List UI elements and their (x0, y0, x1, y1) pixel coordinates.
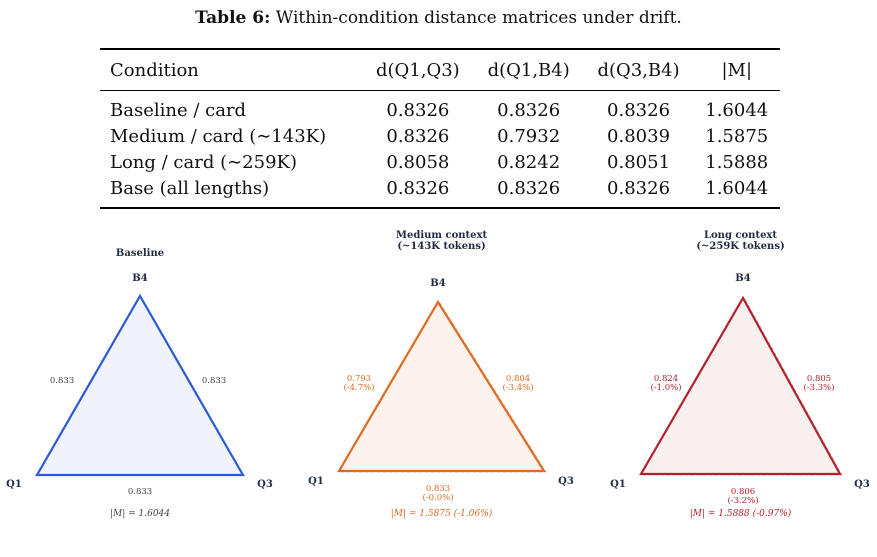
table-cell: 0.8326 (497, 99, 561, 121)
edge-label-q3-b4-line: 0.804 (506, 374, 530, 384)
edge-label-q1-q3-line: (-0.0%) (422, 492, 453, 503)
vertex-label-q3: Q3 (257, 479, 273, 490)
panel-title-line: Baseline (116, 248, 164, 259)
vertex-label-q3-line: Q3 (257, 479, 273, 490)
vertex-label-q1-line: Q1 (308, 476, 324, 487)
vertex-label-q1: Q1 (610, 479, 626, 490)
panel-title-line: (~143K tokens) (397, 241, 485, 252)
vertex-label-b4-line: B4 (735, 273, 750, 284)
vertex-label-q1-line: Q1 (610, 479, 626, 490)
edge-label-q1-b4-line: 0.833 (50, 376, 74, 386)
edge-label-q1-b4-line: (-4.7%) (343, 382, 374, 393)
edge-label-q1-q3-line: (-3.2%) (727, 495, 758, 506)
triangle-panel-1 (337, 299, 547, 473)
edge-label-q3-b4-line: 0.833 (202, 376, 226, 386)
edge-label-q3-b4: 0.833 (202, 376, 226, 386)
vertex-label-b4: B4 (735, 273, 750, 284)
edge-label-q1-b4: 0.833 (50, 376, 74, 386)
edge-label-q1-b4: 0.793 (-4.7%) (343, 374, 374, 393)
table-cell: 1.6044 (705, 177, 769, 199)
caption-label: Table 6: (195, 8, 271, 28)
vertex-label-q3-line: Q3 (558, 476, 574, 487)
triangle-shape (639, 295, 842, 476)
table-row: Base (all lengths) 0.8326 0.8326 0.8326 … (100, 175, 780, 208)
panel-title-line: Long context (704, 230, 777, 241)
panel-title: Medium context (~143K tokens) (396, 230, 488, 252)
edge-label-q1-q3-line: 0.833 (128, 487, 152, 497)
triangle-panel-0 (35, 293, 245, 477)
edge-label-q1-q3: 0.833 (128, 487, 152, 497)
edge-label-q1-b4-line: 0.824 (654, 374, 678, 384)
table-cell: 0.8058 (386, 151, 450, 173)
triangle-shape (337, 299, 546, 473)
vertex-label-b4-line: B4 (430, 278, 445, 289)
caption-text: Within-condition distance matrices under… (275, 8, 682, 28)
triangle-shape (35, 293, 245, 477)
vertex-label-q1: Q1 (6, 479, 22, 490)
vertex-label-q3-line: Q3 (854, 479, 870, 490)
vertex-label-b4: B4 (132, 273, 147, 284)
triangle-panel-2 (639, 295, 843, 476)
table-cell: 1.6044 (705, 99, 769, 121)
table-cell: 0.8242 (497, 151, 561, 173)
vertex-label-q3: Q3 (558, 476, 574, 487)
header-magnitude: |M| (721, 59, 753, 81)
table-cell: 0.8326 (386, 177, 450, 199)
table-cell: Long / card (∼259K) (110, 151, 298, 173)
table-cell: 0.8326 (386, 125, 450, 147)
header-q1-q3: d(Q1,Q3) (376, 59, 460, 81)
table-row: Long / card (∼259K) 0.8058 0.8242 0.8051… (100, 149, 780, 175)
edge-label-q1-q3-line: 0.833 (426, 484, 450, 494)
magnitude-label-line: |M| = 1.5888 (-0.97%) (690, 508, 792, 519)
table-cell: 0.8326 (386, 99, 450, 121)
magnitude-label-line: |M| = 1.5875 (-1.06%) (391, 508, 493, 519)
edge-label-q1-b4-line: 0.793 (347, 374, 371, 384)
edge-label-q1-q3: 0.833 (-0.0%) (422, 484, 453, 503)
edge-label-q1-b4-line: (-1.0%) (650, 382, 681, 393)
vertex-label-q1: Q1 (308, 476, 324, 487)
table-cell: Medium / card (∼143K) (110, 125, 327, 147)
edge-label-q3-b4: 0.805 (-3.3%) (803, 374, 834, 393)
panel-title-line: (~259K tokens) (696, 241, 784, 252)
magnitude-label: |M| = 1.5875 (-1.06%) (391, 508, 493, 519)
edge-label-q3-b4: 0.804 (-3.4%) (502, 374, 533, 393)
edge-label-q3-b4-line: (-3.3%) (803, 382, 834, 393)
table-caption: Table 6: Within-condition distance matri… (0, 8, 877, 28)
magnitude-label: |M| = 1.5888 (-0.97%) (690, 508, 792, 519)
edge-label-q1-q3: 0.806 (-3.2%) (727, 487, 758, 506)
header-q3-b4: d(Q3,B4) (597, 59, 680, 81)
edge-label-q3-b4-line: 0.805 (807, 374, 831, 384)
vertex-label-q1-line: Q1 (6, 479, 22, 490)
header-q1-b4: d(Q1,B4) (487, 59, 570, 81)
panel-title: Long context (~259K tokens) (696, 230, 784, 252)
vertex-label-b4-line: B4 (132, 273, 147, 284)
table-cell: 0.8326 (607, 177, 671, 199)
table-header-row: Condition d(Q1,Q3) d(Q1,B4) d(Q3,B4) |M| (100, 49, 780, 91)
edge-label-q1-b4: 0.824 (-1.0%) (650, 374, 681, 393)
table-row: Medium / card (∼143K) 0.8326 0.7932 0.80… (100, 123, 780, 149)
vertex-label-q3: Q3 (854, 479, 870, 490)
distance-table: Condition d(Q1,Q3) d(Q1,B4) d(Q3,B4) |M|… (100, 48, 780, 209)
table-cell: 1.5875 (705, 125, 769, 147)
table-cell: 0.7932 (497, 125, 561, 147)
edge-label-q1-q3-line: 0.806 (731, 487, 755, 497)
table-cell: Base (all lengths) (110, 177, 270, 199)
table-row: Baseline / card 0.8326 0.8326 0.8326 1.6… (100, 91, 780, 124)
magnitude-label-line: |M| = 1.6044 (110, 509, 170, 519)
table-cell: 0.8051 (607, 151, 671, 173)
edge-label-q3-b4-line: (-3.4%) (502, 382, 533, 393)
table-cell: 0.8326 (607, 99, 671, 121)
table-cell: 0.8039 (607, 125, 671, 147)
panel-title-line: Medium context (396, 230, 488, 241)
panel-title: Baseline (116, 248, 164, 259)
magnitude-label: |M| = 1.6044 (110, 509, 170, 519)
table-cell: 0.8326 (497, 177, 561, 199)
table-cell: Baseline / card (110, 99, 247, 121)
header-condition: Condition (110, 59, 199, 81)
vertex-label-b4: B4 (430, 278, 445, 289)
table-cell: 1.5888 (705, 151, 769, 173)
